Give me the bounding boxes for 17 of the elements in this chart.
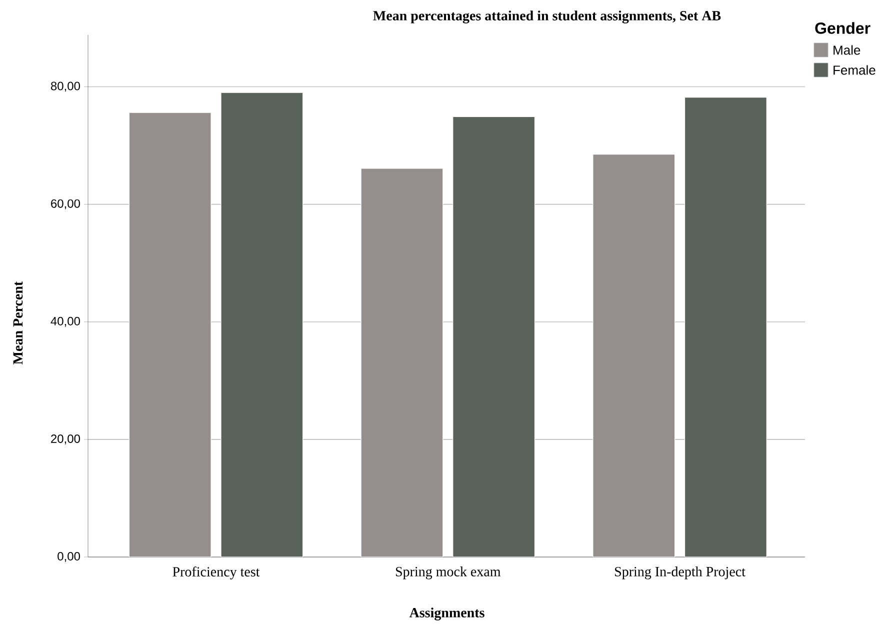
- bar: [592, 154, 676, 557]
- x-axis-title: Assignments: [409, 608, 484, 620]
- x-tick-label: Proficiency test: [172, 566, 260, 580]
- legend-label: Female: [834, 65, 876, 75]
- y-tick-label: 60,00: [51, 199, 80, 210]
- legend-label: Male: [834, 45, 860, 55]
- y-axis-title: Mean Percent: [13, 281, 23, 364]
- chart-title: Mean percentages attained in student assignments, Set AB: [373, 10, 721, 24]
- y-tick-label: 20,00: [51, 434, 80, 444]
- x-tick-label: Spring mock exam: [396, 566, 501, 580]
- bar: [128, 112, 212, 557]
- x-tick-label: Spring In-depth Project: [615, 566, 746, 580]
- y-tick-label: 0,00: [58, 552, 80, 562]
- bar: [360, 168, 444, 557]
- y-tick-label: 80,00: [50, 82, 80, 92]
- y-tick-label: 40,00: [50, 316, 80, 327]
- legend-title: Gender: [815, 22, 870, 34]
